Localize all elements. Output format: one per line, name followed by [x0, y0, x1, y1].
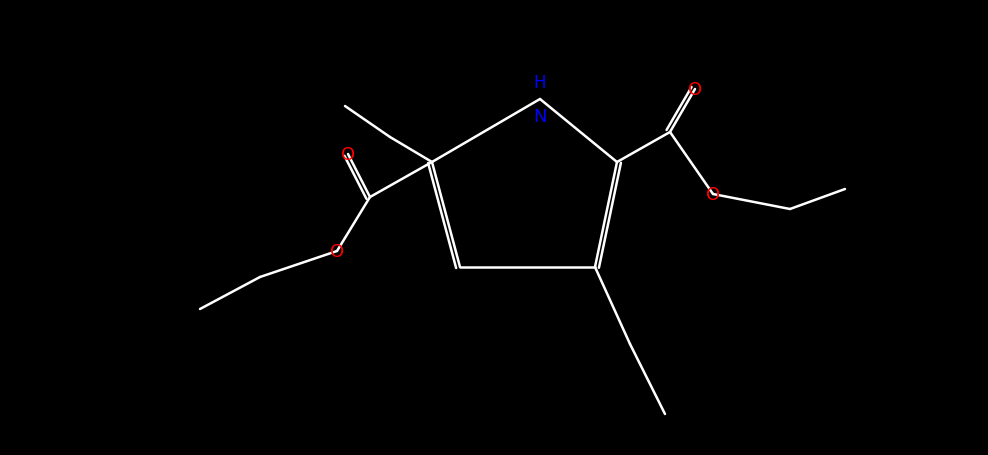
Text: N: N — [534, 108, 546, 126]
Text: O: O — [330, 243, 344, 260]
Text: O: O — [341, 146, 355, 164]
Text: O: O — [688, 81, 702, 99]
Text: O: O — [706, 186, 720, 203]
Text: H: H — [534, 74, 546, 92]
